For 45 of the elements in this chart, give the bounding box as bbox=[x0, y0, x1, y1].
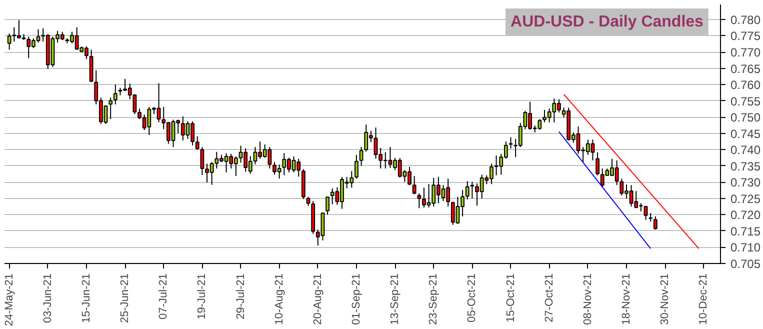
candlestick bbox=[354, 154, 358, 180]
candlestick bbox=[596, 152, 600, 176]
y-tick-label: 0.765 bbox=[730, 62, 761, 76]
y-tick-label: 0.730 bbox=[730, 176, 761, 190]
x-tick-label: 20-Aug-21 bbox=[312, 273, 324, 325]
x-tick-label: 03-Jun-21 bbox=[42, 273, 54, 324]
x-tick-label: 13-Sep-21 bbox=[389, 273, 402, 325]
x-tick-label: 18-Nov-21 bbox=[620, 274, 632, 325]
x-tick-label: 10-Dec-21 bbox=[698, 274, 710, 325]
candlestick bbox=[108, 97, 113, 120]
x-tick-label: 07-Jul-21 bbox=[158, 274, 170, 320]
y-tick-label: 0.755 bbox=[730, 94, 761, 108]
y-tick-label: 0.735 bbox=[730, 159, 761, 174]
y-tick-label: 0.710 bbox=[730, 240, 761, 255]
y-tick-label: 0.760 bbox=[730, 78, 761, 92]
y-tick-label: 0.725 bbox=[730, 192, 761, 206]
y-tick-label: 0.720 bbox=[730, 208, 761, 222]
y-tick-label: 0.740 bbox=[730, 143, 761, 158]
x-tick-label: 23-Sep-21 bbox=[428, 273, 440, 325]
x-tick-label: 15-Oct-21 bbox=[504, 273, 517, 322]
x-tick-label: 15-Jun-21 bbox=[80, 273, 92, 324]
candlestick bbox=[195, 136, 200, 150]
y-tick-label: 0.705 bbox=[730, 257, 761, 271]
x-tick-label: 19-Jul-21 bbox=[196, 274, 208, 320]
text: AUD-USD - Daily Candles bbox=[510, 14, 704, 30]
x-tick-label: 24-May-21 bbox=[3, 274, 16, 326]
y-tick-label: 0.775 bbox=[730, 29, 761, 44]
y-tick-label: 0.745 bbox=[730, 126, 761, 141]
y-tick-label: 0.780 bbox=[730, 12, 761, 27]
candlestick bbox=[359, 146, 364, 166]
x-tick-label: 30-Nov-21 bbox=[659, 274, 672, 325]
candlestick bbox=[412, 175, 416, 195]
x-tick-label: 05-Oct-21 bbox=[466, 273, 478, 322]
y-tick-label: 0.770 bbox=[730, 46, 761, 60]
candlestick bbox=[326, 196, 330, 216]
candlestick bbox=[653, 216, 658, 230]
x-tick-label: 01-Sep-21 bbox=[350, 273, 362, 325]
x-tick-label: 08-Nov-21 bbox=[582, 274, 594, 325]
x-tick-label: 25-Jun-21 bbox=[119, 273, 132, 324]
candlestick bbox=[113, 84, 118, 105]
x-tick-label: 10-Aug-21 bbox=[273, 273, 286, 325]
x-tick-label: 27-Oct-21 bbox=[543, 273, 556, 322]
x-tick-label: 29-Jul-21 bbox=[234, 274, 247, 320]
y-tick-label: 0.715 bbox=[730, 224, 761, 238]
y-tick-label: 0.750 bbox=[730, 110, 761, 125]
